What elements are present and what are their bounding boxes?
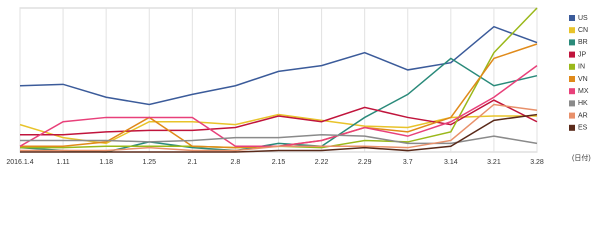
x-tick-label: 3.7 <box>403 159 413 166</box>
legend-swatch <box>569 39 575 46</box>
legend-swatch <box>569 15 575 21</box>
series-line <box>20 113 538 153</box>
legend-swatch <box>569 124 575 131</box>
x-tick-label: 2.29 <box>358 159 372 166</box>
legend-swatch <box>569 112 575 119</box>
legend-label: BR <box>578 39 588 46</box>
series-line <box>20 99 538 136</box>
x-tick-label: 1.11 <box>57 159 70 166</box>
x-tick-label: 2.1 <box>187 159 197 166</box>
legend-swatch <box>569 88 575 95</box>
legend-swatch <box>569 51 575 58</box>
legend-swatch <box>569 63 575 70</box>
legend-swatch <box>569 100 575 107</box>
legend-label: ES <box>578 125 588 132</box>
series-line <box>20 133 538 145</box>
x-tick-label: 1.18 <box>99 159 113 166</box>
x-axis-label: (日付) <box>572 153 591 162</box>
legend-swatch <box>569 76 575 82</box>
legend-label: VN <box>578 76 588 83</box>
x-tick-label: 3.14 <box>444 159 458 166</box>
series-line <box>19 25 538 106</box>
x-tick-label: 2.15 <box>272 159 286 166</box>
legend-label: MX <box>578 88 589 95</box>
x-tick-label: 1.25 <box>142 159 156 166</box>
legend-label: IN <box>578 64 585 71</box>
x-tick-label: 2.8 <box>231 159 241 166</box>
legend-label: AR <box>578 112 588 119</box>
x-tick-label: 2016.1.4 <box>6 159 33 166</box>
chart: (日付) 2016.1.4 1.11 1.18 1.25 2.1 2.8 2.15 2.22 2… <box>6 7 591 166</box>
legend-label: CN <box>578 27 588 34</box>
x-tick-label: 2.22 <box>315 159 329 166</box>
x-tick-label: 3.21 <box>487 159 501 166</box>
series-line <box>20 103 538 152</box>
legend-label: JP <box>578 51 587 58</box>
legend-swatch <box>569 27 575 34</box>
legend-label: US <box>578 15 588 22</box>
x-tick-label: 3.28 <box>530 159 544 166</box>
legend-label: HK <box>578 100 588 107</box>
